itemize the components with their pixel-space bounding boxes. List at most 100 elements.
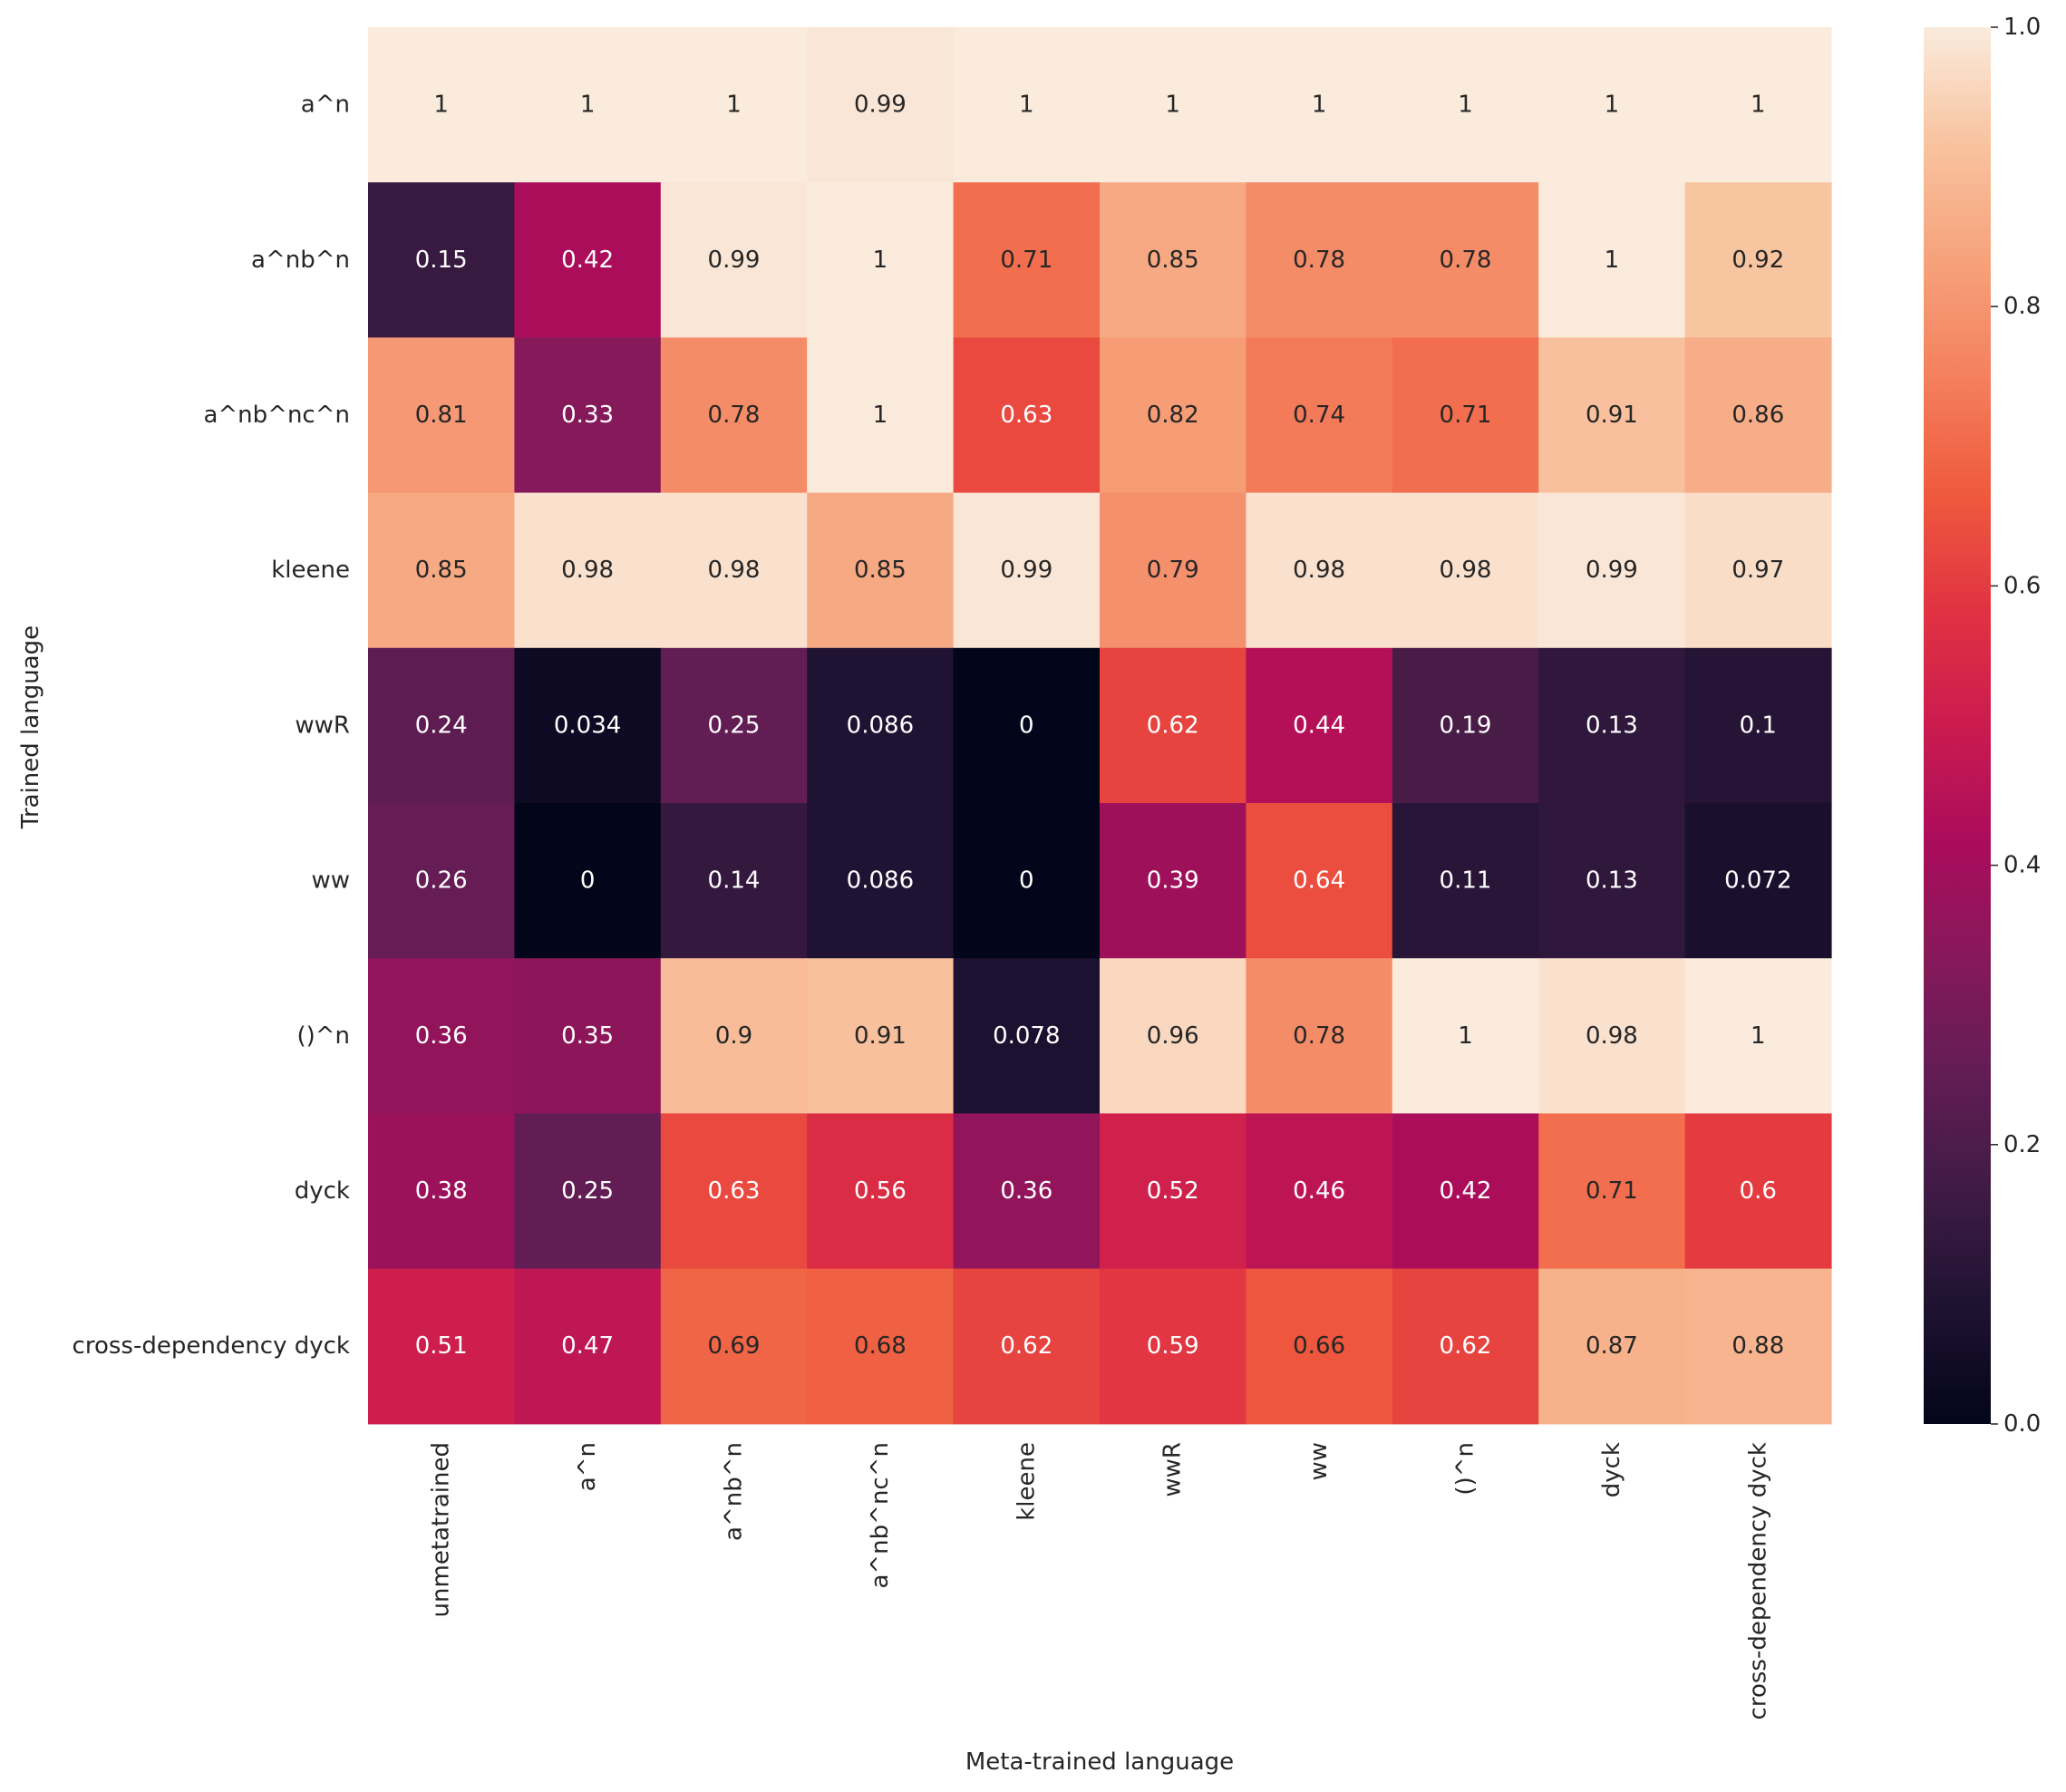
cell-value-label: 0.1 (1740, 712, 1777, 739)
colorbar-tick-label: 1.0 (2003, 14, 2041, 41)
cell-value-label: 0.034 (554, 712, 621, 739)
cell-value-label: 0.78 (1293, 247, 1345, 274)
heatmap-cell (660, 647, 808, 804)
colorbar-tick-label: 0.0 (2003, 1410, 2041, 1438)
x-tick-label: unmetatrained (428, 1442, 455, 1617)
heatmap-cell (514, 182, 662, 338)
x-axis-label: Meta-trained language (965, 1748, 1234, 1776)
cell-value-label: 0.63 (708, 1177, 761, 1205)
heatmap-cell (1538, 1268, 1686, 1425)
heatmap-cell (953, 27, 1101, 183)
colorbar-gradient (1924, 27, 1991, 1424)
y-tick-label: ()^n (296, 1022, 350, 1050)
heatmap-cell (514, 27, 662, 183)
y-tick-label: wwR (295, 712, 350, 739)
cell-value-label: 1 (873, 402, 888, 429)
cell-value-label: 0.24 (415, 712, 468, 739)
cell-value-label: 0.38 (415, 1177, 468, 1205)
heatmap-cell (660, 182, 808, 338)
heatmap-cell (1684, 337, 1832, 494)
cell-value-label: 0.64 (1293, 867, 1345, 895)
cell-value-label: 0.072 (1724, 867, 1791, 895)
heatmap-cell (368, 182, 515, 338)
cell-value-label: 0.63 (1000, 402, 1052, 429)
cell-value-label: 0.74 (1293, 402, 1345, 429)
heatmap-cell (1246, 337, 1393, 494)
heatmap-cell (1246, 803, 1393, 959)
cell-value-label: 0.39 (1147, 867, 1199, 895)
cell-value-label: 0.78 (1440, 247, 1492, 274)
cell-value-label: 0.82 (1147, 402, 1199, 429)
cell-value-label: 0.36 (415, 1022, 468, 1050)
y-tick-label: ww (311, 867, 350, 895)
heatmap-cell (1100, 647, 1246, 804)
cell-value-label: 0.99 (1586, 557, 1638, 584)
heatmap-cell (1392, 492, 1539, 649)
cell-value-label: 0.85 (415, 557, 468, 584)
heatmap-cell (660, 1113, 808, 1270)
colorbar-tick-label: 0.4 (2003, 852, 2041, 879)
heatmap-cell (953, 182, 1101, 338)
heatmap-cell (1246, 958, 1393, 1114)
cell-value-label: 0.35 (561, 1022, 614, 1050)
cell-value-label: 0.25 (708, 712, 761, 739)
cell-value-label: 1 (726, 92, 742, 119)
cell-value-label: 0.71 (1440, 402, 1492, 429)
cell-value-label: 0.99 (708, 247, 761, 274)
heatmap-cell (660, 337, 808, 494)
x-tick-label: ww (1305, 1442, 1333, 1481)
cell-value-label: 0.25 (561, 1177, 614, 1205)
cell-value-label: 0.62 (1000, 1332, 1052, 1360)
colorbar-tick-label: 0.2 (2003, 1131, 2041, 1158)
heatmap-cell (368, 1113, 515, 1270)
cell-value-label: 0.96 (1147, 1022, 1199, 1050)
cell-value-label: 0.78 (1293, 1022, 1345, 1050)
heatmap-cell (368, 958, 515, 1114)
cell-value-label: 0.59 (1147, 1332, 1199, 1360)
cell-value-label: 1 (1751, 1022, 1766, 1050)
heatmap-cell (807, 1113, 955, 1270)
x-tick-label: wwR (1159, 1442, 1187, 1497)
heatmap-cell (1538, 182, 1686, 338)
heatmap-cell (514, 1113, 662, 1270)
heatmap-cell (1100, 492, 1246, 649)
cell-value-label: 0.71 (1000, 247, 1052, 274)
cell-value-label: 0.69 (708, 1332, 761, 1360)
cell-value-label: 0.98 (1440, 557, 1492, 584)
y-axis-tick-labels: a^n a^nb^n a^nb^nc^n kleene wwR ww ()^n dyck cro… (73, 92, 350, 1361)
heatmap-cell (1100, 958, 1246, 1114)
heatmap-cell (953, 1113, 1101, 1270)
heatmap-cell (1684, 182, 1832, 338)
heatmap-cell (1684, 803, 1832, 959)
cell-value-label: 0.91 (854, 1022, 907, 1050)
cell-value-label: 0.56 (854, 1177, 907, 1205)
heatmap-cell (1392, 182, 1539, 338)
heatmap-cell (1246, 182, 1393, 338)
heatmap-cell (1684, 27, 1832, 183)
colorbar: 0.0 0.2 0.4 0.6 0.8 1.0 (1924, 14, 2041, 1438)
heatmap-cell (1392, 647, 1539, 804)
heatmap-cell (807, 958, 955, 1114)
heatmap-cell (1684, 958, 1832, 1114)
heatmap-cell (514, 958, 662, 1114)
heatmap-cell (1538, 803, 1686, 959)
heatmap-cell (1538, 337, 1686, 494)
colorbar-tick-label: 0.8 (2003, 293, 2041, 320)
colorbar-tick-label: 0.6 (2003, 572, 2041, 599)
heatmap-cell (660, 1268, 808, 1425)
heatmap-cell (953, 492, 1101, 649)
cell-value-label: 0.88 (1731, 1332, 1784, 1360)
heatmap-cell (1684, 1268, 1832, 1425)
cell-value-label: 0.36 (1000, 1177, 1052, 1205)
heatmap-cell (1100, 803, 1246, 959)
heatmap-cells (368, 27, 1832, 1425)
heatmap-cell (1246, 492, 1393, 649)
heatmap-cell (1392, 337, 1539, 494)
cell-value-label: 0.26 (415, 867, 468, 895)
cell-value-label: 1 (873, 247, 888, 274)
cell-value-label: 1 (1019, 92, 1034, 119)
heatmap-cell (1684, 647, 1832, 804)
y-tick-label: cross-dependency dyck (73, 1332, 350, 1360)
x-tick-label: a^nb^n (721, 1442, 748, 1541)
cell-value-label: 0.85 (854, 557, 907, 584)
